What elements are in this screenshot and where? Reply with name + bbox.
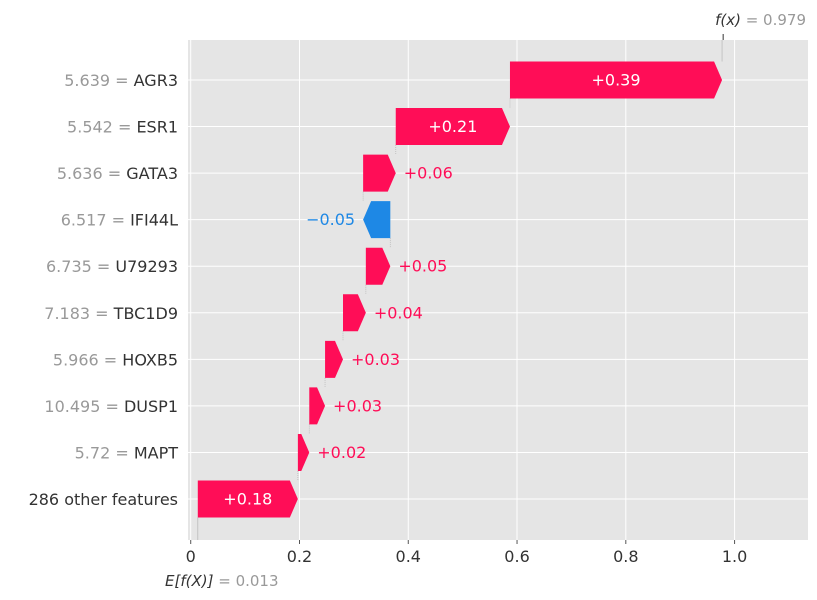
feature-value: 5.72 = [75, 443, 134, 462]
feature-name: IFI44L [130, 210, 178, 229]
bar-286-other-features [197, 480, 298, 518]
feature-name: ESR1 [136, 117, 178, 136]
bar-mapt [297, 433, 310, 471]
feature-label: 5.542 = ESR1 [67, 117, 178, 136]
feature-label: 6.517 = IFI44L [61, 210, 178, 229]
feature-label: 5.966 = HOXB5 [53, 350, 178, 369]
x-axis-ticks: 0 0.2 0.4 0.6 0.8 1.0 [186, 540, 747, 566]
x-tick-label: 0.8 [613, 547, 638, 566]
output-value-label: f(x) = 0.979 [715, 11, 806, 29]
feature-label: 5.72 = MAPT [75, 443, 179, 462]
x-tick-label: 0 [186, 547, 196, 566]
bar-value-label: +0.04 [374, 303, 423, 322]
feature-name: HOXB5 [122, 350, 178, 369]
bar-esr1 [395, 108, 510, 146]
feature-label: 6.735 = U79293 [46, 257, 178, 276]
feature-value: 5.966 = [53, 350, 122, 369]
x-tick-label: 1.0 [722, 547, 747, 566]
bar-value-label: +0.21 [428, 117, 477, 136]
feature-label: 10.495 = DUSP1 [44, 396, 178, 415]
x-tick-label: 0.4 [396, 547, 421, 566]
output-value-number: = 0.979 [746, 11, 806, 29]
connector-lines [197, 40, 723, 540]
feature-name: MAPT [134, 443, 178, 462]
feature-label: 5.639 = AGR3 [64, 71, 178, 90]
bar-value-label: +0.03 [351, 350, 400, 369]
bar-value-label: −0.05 [306, 210, 355, 229]
bar-value-label: +0.02 [317, 443, 366, 462]
bar-value-label: +0.39 [592, 71, 641, 90]
bar-u79293 [365, 247, 391, 285]
feature-name: U79293 [115, 257, 178, 276]
output-value-symbol: f(x) [715, 11, 741, 29]
bar-ifi44l [363, 201, 391, 239]
base-value-number: = 0.013 [218, 572, 278, 590]
feature-value: 5.636 = [57, 164, 126, 183]
feature-labels: 5.639 = AGR3 5.542 = ESR1 5.636 = GATA3 6.5… [29, 71, 179, 509]
feature-label: 286 other features [29, 490, 178, 509]
feature-name: DUSP1 [124, 396, 178, 415]
bar-value-label: +0.06 [404, 164, 453, 183]
base-value-label: E[f(X)] = 0.013 [165, 572, 279, 590]
bar-value-label: +0.05 [398, 257, 447, 276]
feature-label: 7.183 = TBC1D9 [44, 303, 178, 322]
bars: +0.39 +0.21 +0.06 −0.05 +0.05 +0.04 +0.03 +0.03… [197, 61, 723, 518]
bar-gata3 [363, 154, 396, 192]
feature-value: 5.542 = [67, 117, 136, 136]
x-tick-label: 0.2 [287, 547, 312, 566]
feature-value: 5.639 = [64, 71, 133, 90]
bar-hoxb5 [325, 340, 343, 378]
bar-agr3 [509, 61, 723, 99]
feature-value: 7.183 = [44, 303, 113, 322]
feature-name: AGR3 [134, 71, 178, 90]
bar-dusp1 [309, 387, 326, 425]
feature-value: 6.517 = [61, 210, 130, 229]
feature-label: 5.636 = GATA3 [57, 164, 178, 183]
bar-tbc1d9 [343, 294, 366, 332]
x-tick-label: 0.6 [504, 547, 529, 566]
feature-name: TBC1D9 [113, 303, 178, 322]
bar-value-label: +0.18 [223, 490, 272, 509]
feature-name: GATA3 [126, 164, 178, 183]
feature-value: 6.735 = [46, 257, 115, 276]
bar-value-label: +0.03 [333, 396, 382, 415]
base-value-symbol: E[f(X)] [165, 572, 214, 590]
feature-name: 286 other features [29, 490, 178, 509]
feature-value: 10.495 = [44, 396, 124, 415]
